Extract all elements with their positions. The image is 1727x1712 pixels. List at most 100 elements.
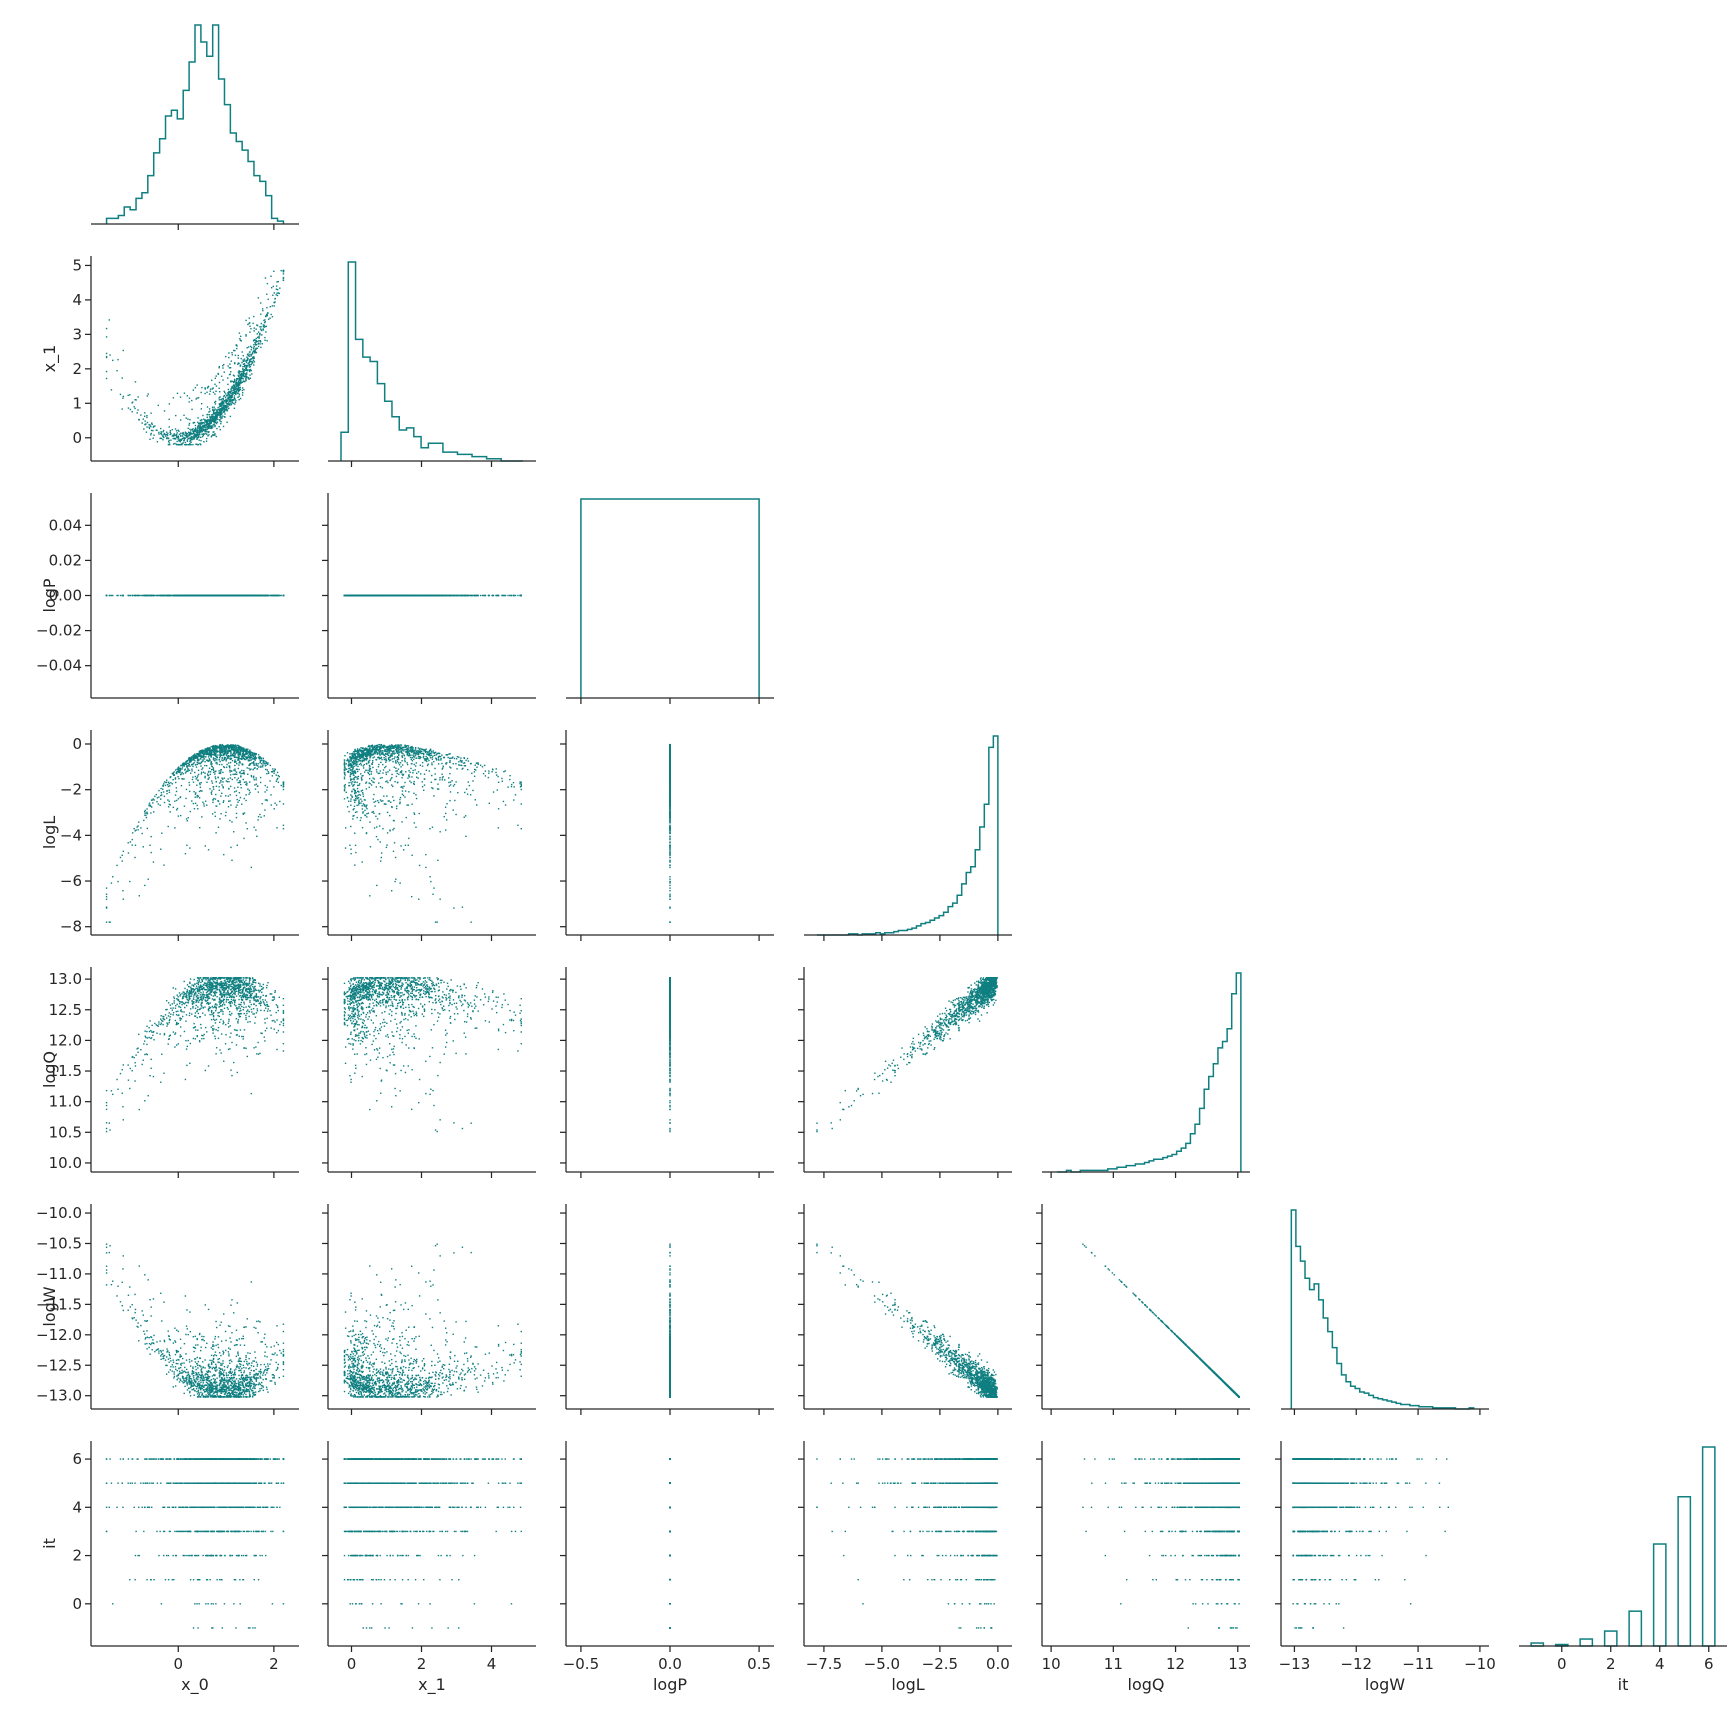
scatter-point	[242, 373, 245, 376]
scatter-point	[217, 826, 220, 828]
scatter-point	[195, 594, 198, 597]
scatter-point	[222, 425, 225, 428]
scatter-point	[282, 279, 285, 281]
scatter-point	[207, 418, 209, 421]
scatter-point	[121, 854, 123, 856]
scatter-point	[234, 354, 237, 357]
scatter-point	[273, 786, 275, 788]
scatter-point	[257, 297, 260, 299]
scatter-point	[434, 594, 436, 597]
scatter-point	[223, 395, 225, 398]
scatter-point	[215, 418, 217, 421]
scatter-point	[349, 594, 352, 597]
scatter-point	[187, 431, 190, 433]
scatter-point	[194, 430, 197, 433]
scatter-point	[177, 443, 180, 446]
scatter-point	[237, 387, 240, 389]
scatter-point	[195, 435, 197, 437]
scatter-point	[105, 355, 108, 358]
scatter-point	[226, 403, 228, 405]
scatter-point	[256, 333, 258, 335]
scatter-point	[233, 362, 236, 365]
scatter-point	[237, 594, 239, 597]
scatter-point	[200, 423, 202, 425]
scatter-point	[178, 440, 180, 442]
scatter-point	[162, 429, 165, 432]
scatter-point	[209, 771, 212, 773]
scatter-point	[227, 398, 230, 400]
scatter-point	[259, 302, 262, 304]
scatter-point	[182, 773, 185, 775]
scatter-point	[204, 392, 206, 395]
scatter-point	[222, 379, 224, 381]
scatter-point	[215, 594, 217, 597]
scatter-point	[214, 408, 216, 410]
scatter-point	[105, 352, 108, 355]
scatter-point	[197, 435, 200, 437]
scatter-point	[182, 442, 184, 444]
scatter-point	[219, 414, 221, 416]
scatter-point	[156, 594, 159, 597]
scatter-point	[155, 594, 158, 597]
scatter-point	[259, 332, 261, 335]
scatter-point	[483, 594, 486, 597]
scatter-point	[274, 297, 276, 300]
scatter-point	[229, 396, 231, 399]
scatter-point	[212, 431, 214, 433]
scatter-point	[229, 394, 231, 396]
scatter-point	[208, 420, 211, 422]
scatter-point	[278, 594, 280, 597]
scatter-point	[276, 281, 278, 283]
scatter-point	[215, 411, 217, 414]
scatter-point	[259, 759, 261, 762]
scatter-point	[231, 401, 234, 404]
scatter-point	[179, 440, 181, 443]
scatter-point	[133, 406, 135, 408]
scatter-point	[219, 403, 222, 405]
scatter-point	[179, 434, 182, 437]
scatter-point	[237, 388, 239, 390]
scatter-point	[231, 394, 233, 397]
scatter-point	[240, 379, 242, 382]
scatter-point	[233, 594, 236, 597]
scatter-point	[172, 435, 174, 437]
scatter-point	[273, 305, 275, 307]
scatter-point	[259, 326, 261, 328]
scatter-point	[176, 443, 178, 446]
scatter-point	[151, 423, 153, 426]
scatter-point	[219, 412, 221, 414]
scatter-point	[129, 408, 132, 411]
scatter-point	[193, 791, 195, 793]
scatter-point	[188, 424, 190, 426]
scatter-point	[416, 594, 418, 597]
scatter-point	[251, 352, 254, 355]
scatter-point	[187, 427, 189, 430]
scatter-point	[203, 422, 206, 424]
scatter-point	[189, 440, 191, 443]
scatter-point	[267, 771, 269, 773]
scatter-point	[266, 313, 268, 316]
scatter-point	[255, 347, 257, 350]
scatter-point	[280, 594, 282, 597]
scatter-point	[196, 438, 198, 440]
scatter-point	[190, 434, 192, 436]
scatter-point	[510, 594, 513, 597]
scatter-point	[274, 301, 276, 303]
scatter-point	[204, 777, 206, 779]
scatter-point	[224, 413, 226, 415]
scatter-point	[386, 594, 388, 597]
scatter-point	[162, 430, 164, 433]
scatter-point	[185, 435, 188, 438]
scatter-point	[253, 330, 255, 332]
scatter-point	[239, 760, 241, 763]
scatter-point	[261, 334, 263, 336]
scatter-point	[217, 411, 219, 413]
scatter-point	[167, 432, 169, 435]
scatter-point	[253, 344, 255, 346]
scatter-point	[236, 385, 238, 387]
scatter-point	[172, 434, 174, 436]
scatter-point	[424, 594, 426, 597]
scatter-point	[257, 336, 259, 339]
scatter-point	[211, 416, 214, 419]
scatter-point	[209, 390, 211, 392]
